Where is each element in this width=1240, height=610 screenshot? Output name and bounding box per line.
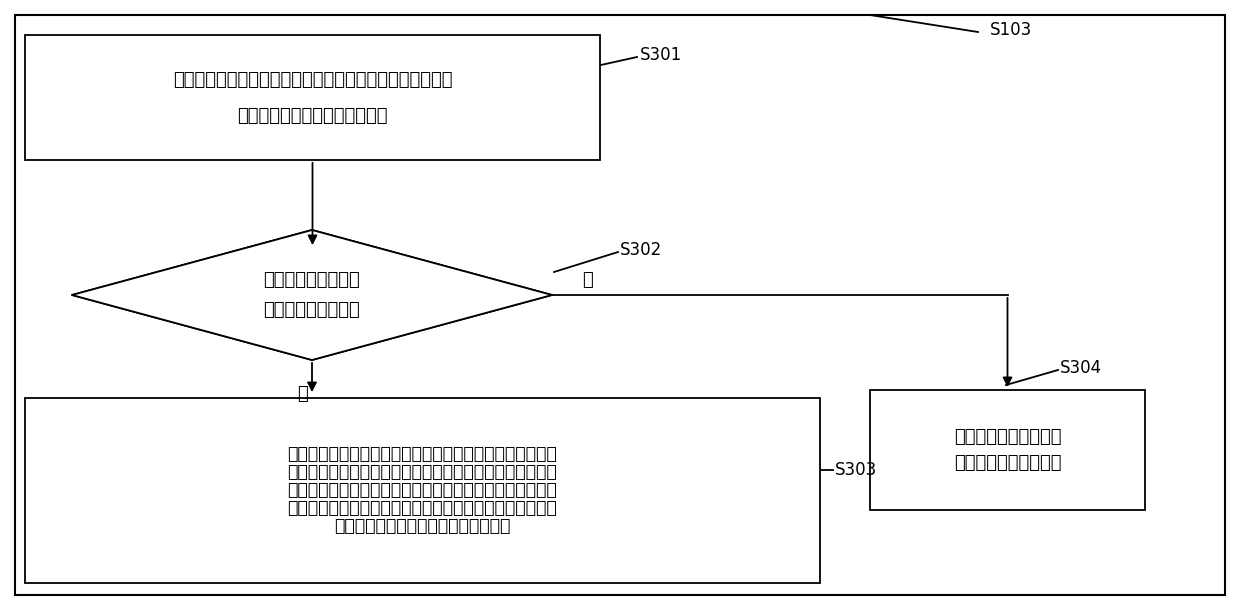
Text: 是: 是: [296, 385, 308, 403]
Text: S302: S302: [620, 241, 662, 259]
Text: S103: S103: [990, 21, 1032, 39]
Text: 理包装筱，并生成将所述待整理包装筱从所述第一源仓位移: 理包装筱，并生成将所述待整理包装筱从所述第一源仓位移: [288, 500, 557, 517]
Text: 将所述第一目的仓位从
所述目的仓位集中删除: 将所述第一目的仓位从 所述目的仓位集中删除: [954, 428, 1061, 472]
Bar: [25, 398, 820, 583]
Bar: [870, 390, 1145, 510]
Text: 算所述第一目的仓位的剩余体积: 算所述第一目的仓位的剩余体积: [237, 107, 388, 124]
Text: S304: S304: [1060, 359, 1102, 377]
Text: S303: S303: [835, 461, 877, 479]
Text: 所有包装筱的体积；从所述可移动库存中选出，总体积不大: 所有包装筱的体积；从所述可移动库存中选出，总体积不大: [288, 464, 557, 481]
Polygon shape: [72, 230, 552, 360]
Text: 否: 否: [582, 271, 593, 289]
Text: 是否存在第一源仓位: 是否存在第一源仓位: [264, 301, 361, 319]
Text: 动至所述第一目的仓位的物料整理任务: 动至所述第一目的仓位的物料整理任务: [335, 517, 511, 536]
Text: S301: S301: [640, 46, 682, 64]
Text: 从所述目的仓位集中任选一个仓位作为第一目的仓位，并计: 从所述目的仓位集中任选一个仓位作为第一目的仓位，并计: [172, 71, 453, 88]
Bar: [25, 35, 600, 160]
Text: 根据所述库存信息，确定所述第一源仓位的可移动库存中的: 根据所述库存信息，确定所述第一源仓位的可移动库存中的: [288, 445, 557, 464]
Text: 于所述剩余体积的多个包装筱；将所述多个包装筱作为待整: 于所述剩余体积的多个包装筱；将所述多个包装筱作为待整: [288, 481, 557, 500]
Text: 判断所述源仓位集中: 判断所述源仓位集中: [264, 271, 361, 289]
